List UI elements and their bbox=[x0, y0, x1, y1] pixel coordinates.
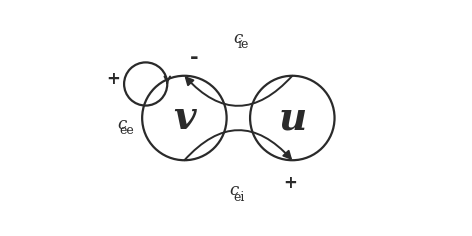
Text: c: c bbox=[234, 30, 243, 47]
Text: ie: ie bbox=[238, 38, 249, 51]
Text: +: + bbox=[283, 174, 297, 192]
Text: -: - bbox=[189, 48, 198, 67]
FancyArrowPatch shape bbox=[185, 130, 291, 160]
Text: ei: ei bbox=[233, 191, 244, 204]
FancyArrowPatch shape bbox=[186, 76, 292, 106]
Text: v: v bbox=[173, 99, 196, 137]
Text: +: + bbox=[107, 70, 120, 88]
Text: u: u bbox=[278, 99, 306, 137]
Text: c: c bbox=[229, 182, 238, 199]
Text: ee: ee bbox=[119, 124, 134, 137]
Text: c: c bbox=[117, 116, 126, 133]
